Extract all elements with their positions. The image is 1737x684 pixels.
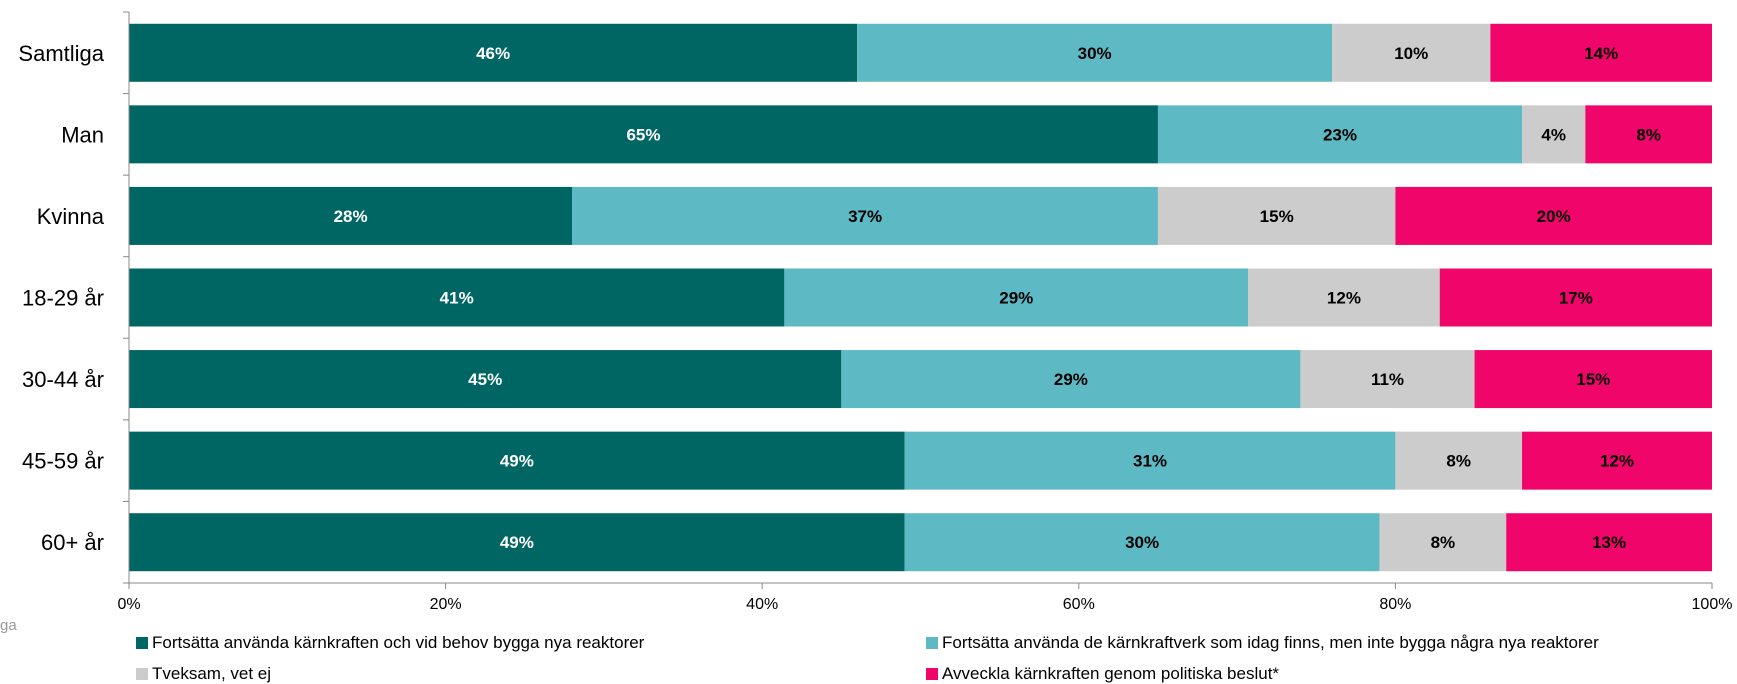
- bar-value-label-6-1: 49%: [500, 452, 534, 471]
- bar-segment-1-1: [129, 23, 858, 82]
- bar-segment-7-1: [129, 513, 905, 572]
- bar-segment-3-3: [1157, 186, 1396, 245]
- bar-segment-1-3: [1332, 23, 1491, 82]
- bar-value-label-1-3: 10%: [1394, 44, 1428, 63]
- legend-item-1: Fortsätta använda de kärnkraftverk som i…: [926, 633, 1599, 653]
- bar-value-label-3-3: 15%: [1260, 207, 1294, 226]
- legend-item-2: Tveksam, vet ej: [136, 664, 271, 684]
- x-tick-label-4: 80%: [1379, 596, 1411, 613]
- x-tick-label-3: 60%: [1063, 596, 1095, 613]
- category-label-1: Samtliga: [18, 41, 104, 66]
- bar-value-label-2-1: 65%: [626, 125, 660, 144]
- bar-segment-4-2: [784, 268, 1249, 327]
- legend-item-3: Avveckla kärnkraften genom politiska bes…: [926, 664, 1279, 684]
- bar-value-label-1-4: 14%: [1584, 44, 1618, 63]
- bar-value-label-5-1: 45%: [468, 370, 502, 389]
- bar-segment-7-2: [904, 513, 1380, 572]
- bar-segment-5-1: [129, 350, 842, 409]
- bar-value-label-4-3: 12%: [1327, 289, 1361, 308]
- bar-segment-6-1: [129, 431, 905, 490]
- bar-segment-3-1: [129, 186, 573, 245]
- category-label-7: 60+ år: [41, 530, 104, 555]
- bar-segment-7-4: [1506, 513, 1712, 572]
- bar-segment-7-3: [1379, 513, 1507, 572]
- bar-value-label-1-2: 30%: [1078, 44, 1112, 63]
- legend-swatch-0: [136, 637, 148, 649]
- legend-item-0: Fortsätta använda kärnkraften och vid be…: [136, 633, 644, 653]
- bar-value-label-5-3: 11%: [1371, 370, 1404, 389]
- bar-segment-4-1: [129, 268, 785, 327]
- bar-value-label-3-2: 37%: [848, 207, 882, 226]
- category-label-4: 18-29 år: [22, 286, 104, 311]
- bar-value-label-2-2: 23%: [1323, 125, 1357, 144]
- bar-value-label-6-2: 31%: [1133, 452, 1167, 471]
- x-tick-label-2: 40%: [746, 596, 778, 613]
- bar-value-label-2-3: 4%: [1541, 125, 1566, 144]
- legend-swatch-2: [136, 668, 148, 680]
- bar-segment-2-4: [1585, 105, 1712, 164]
- bar-value-label-7-1: 49%: [500, 533, 534, 552]
- legend-swatch-3: [926, 668, 938, 680]
- bar-value-label-1-1: 46%: [476, 44, 510, 63]
- category-label-6: 45-59 år: [22, 449, 104, 474]
- bar-value-label-5-2: 29%: [1054, 370, 1088, 389]
- bar-segment-4-4: [1439, 268, 1712, 327]
- bar-value-label-4-4: 17%: [1559, 289, 1593, 308]
- bar-segment-2-1: [129, 105, 1158, 164]
- bar-value-label-7-2: 30%: [1125, 533, 1159, 552]
- bar-segment-5-3: [1300, 350, 1475, 409]
- bar-segment-6-4: [1522, 431, 1712, 490]
- category-label-5: 30-44 år: [22, 367, 104, 392]
- bar-value-label-6-3: 8%: [1446, 452, 1471, 471]
- legend-label-3: Avveckla kärnkraften genom politiska bes…: [942, 664, 1280, 683]
- legend-label-2: Tveksam, vet ej: [152, 664, 272, 683]
- bar-segment-5-2: [841, 350, 1301, 409]
- bar-segment-6-3: [1395, 431, 1523, 490]
- bar-value-label-3-1: 28%: [334, 207, 368, 226]
- bar-value-label-5-4: 15%: [1576, 370, 1610, 389]
- legend-label-0: Fortsätta använda kärnkraften och vid be…: [152, 633, 645, 652]
- bar-value-label-4-2: 29%: [999, 289, 1033, 308]
- bar-segment-1-4: [1490, 23, 1712, 82]
- bar-segment-1-2: [857, 23, 1333, 82]
- bar-segment-5-4: [1474, 350, 1712, 409]
- bar-segment-3-4: [1395, 186, 1712, 245]
- category-label-3: Kvinna: [37, 204, 105, 229]
- legend-label-1: Fortsätta använda de kärnkraftverk som i…: [942, 633, 1599, 652]
- bar-value-label-7-3: 8%: [1431, 533, 1456, 552]
- bar-value-label-2-4: 8%: [1636, 125, 1661, 144]
- bar-value-label-3-4: 20%: [1537, 207, 1571, 226]
- bar-segment-6-2: [904, 431, 1396, 490]
- x-tick-label-5: 100%: [1692, 596, 1733, 613]
- bar-value-label-6-4: 12%: [1600, 452, 1634, 471]
- bar-segment-3-2: [572, 186, 1158, 245]
- stacked-bar-chart: 46% 30% 10% 14% Samtliga 65% 23% 4% 8% Man 28% 37% 1…: [18, 11, 1733, 613]
- bar-segment-2-3: [1522, 105, 1586, 164]
- category-label-2: Man: [61, 122, 104, 147]
- bar-segment-2-2: [1157, 105, 1523, 164]
- legend-swatch-1: [926, 637, 938, 649]
- cropped-text: ga: [0, 617, 17, 634]
- bar-value-label-7-4: 13%: [1592, 533, 1626, 552]
- bar-segment-4-3: [1248, 268, 1440, 327]
- x-tick-label-0: 0%: [117, 596, 140, 613]
- bar-value-label-4-1: 41%: [440, 289, 474, 308]
- x-tick-label-1: 20%: [430, 596, 462, 613]
